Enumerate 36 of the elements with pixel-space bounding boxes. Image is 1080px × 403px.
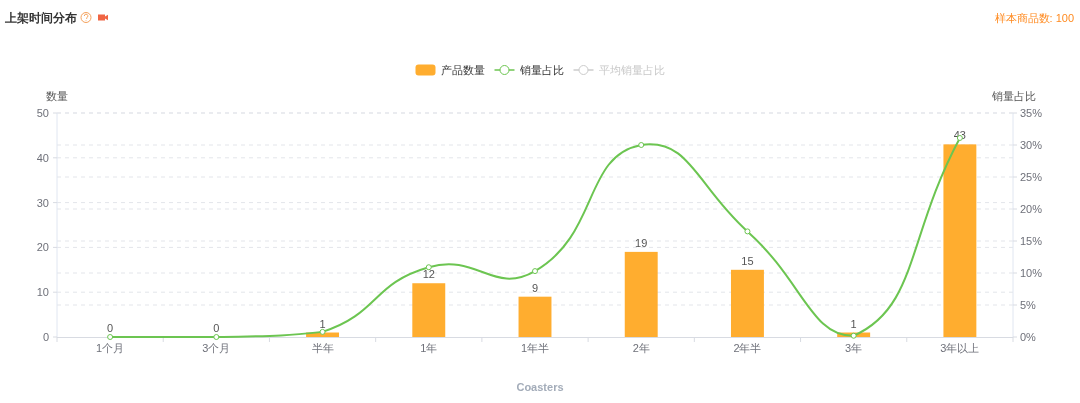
x-tick-label: 3年以上 <box>940 342 980 354</box>
y2-axis-title: 销量占比 <box>991 90 1036 102</box>
x-tick-label: 3个月 <box>202 342 231 354</box>
y-tick-label: 0 <box>42 331 49 343</box>
x-tick-label: 半年 <box>311 342 334 354</box>
label: 1 <box>319 317 326 330</box>
y-tick-label: 50 <box>36 107 49 119</box>
label: 15 <box>741 254 754 267</box>
x-tick-label: 1个月 <box>96 342 125 354</box>
title: 上架时间分布 <box>5 11 77 25</box>
y2-tick-label: 10% <box>1020 267 1043 279</box>
y-tick-label: 10 <box>36 286 49 299</box>
x-tick-label: 1年 <box>420 342 438 354</box>
y2-tick-label: 30% <box>1020 139 1043 151</box>
legend-label: 产品数量 <box>440 64 485 76</box>
x-tick-label: 2年半 <box>733 342 762 354</box>
y2-tick-label: 15% <box>1020 235 1043 247</box>
y-tick-label: 40 <box>36 151 49 164</box>
y-axis-title: 数量 <box>46 90 68 102</box>
label: 0 <box>213 322 220 334</box>
x-tick-label: 2年 <box>632 342 650 354</box>
label: 1 <box>850 317 857 330</box>
x-tick-label: 3年 <box>845 342 863 354</box>
label: 9 <box>531 281 539 294</box>
label: 12 <box>422 268 435 281</box>
y2-tick-label: 20% <box>1020 203 1043 215</box>
y2-tick-label: 25% <box>1020 171 1043 183</box>
y-tick-label: 20 <box>36 241 49 254</box>
y-tick-label: 30 <box>36 196 49 209</box>
label: 19 <box>635 236 648 249</box>
y2-tick-label: 35% <box>1020 107 1043 119</box>
x-tick-label: 1年半 <box>520 342 550 354</box>
y2-tick-label: 5% <box>1020 299 1037 311</box>
legend-label: 销量占比 <box>518 64 564 76</box>
y2-tick-label: 0% <box>1020 331 1037 343</box>
label: 0 <box>107 322 114 334</box>
